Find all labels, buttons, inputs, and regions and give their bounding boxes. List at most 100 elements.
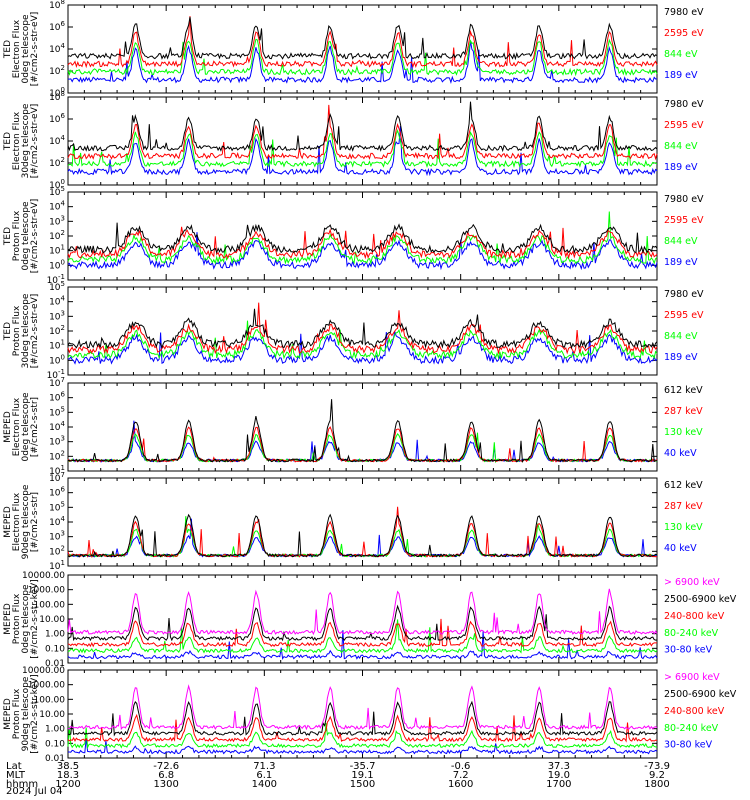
y-tick-label: 1000.00 [28,586,65,596]
y-tick-label: 0.10 [45,644,65,654]
y-tick-label: 103 [49,530,65,543]
y-tick-label: 103 [49,309,65,322]
series-trace [67,211,658,266]
y-tick-label: 102 [49,544,65,557]
time-tick-label: 1700 [546,779,571,790]
y-tick-label: 100 [49,258,65,271]
y-tick-label: 101 [49,559,65,572]
y-axis-label: TED [3,132,13,151]
y-axis-label: 30deg telescope [21,103,31,178]
legend-entry: 130 keV [664,522,703,533]
y-tick-label: 106 [49,112,65,125]
y-tick-label: 104 [49,515,65,528]
y-axis-label: 30deg telescope [21,293,31,368]
legend-entry: 40 keV [664,448,697,459]
legend-entry: 30-80 keV [664,740,713,751]
x-row-label: hhmm [6,779,38,790]
y-axis-label: [#/cm2-s-str-eV] [30,199,40,274]
series-trace [67,604,658,642]
mlt-value: 9.2 [649,770,665,781]
mlt-value: 7.2 [453,770,469,781]
y-axis-label: Electron Flux [12,111,22,170]
y-tick-label: 107 [49,471,65,484]
series-trace [67,104,658,161]
time-tick-label: 1600 [448,779,473,790]
series-trace [67,630,658,660]
legend-entry: 844 eV [664,236,698,247]
y-axis-label: [#/cm2-s-str-eV] [30,294,40,369]
series-trace [67,17,658,61]
time-tick-label: 1500 [350,779,375,790]
series-trace [67,684,658,731]
panel-meped-p-0: 0.01 0.10 1.00 10.00 100.00 1000.00 10000.00 ME… [3,571,737,669]
legend-entry: 2595 eV [664,310,704,321]
series-trace [67,302,658,355]
y-tick-label: 100.00 [34,600,66,610]
y-tick-label: 107 [49,376,65,389]
y-tick-label: 103 [49,214,65,227]
y-tick-label: 101 [49,339,65,352]
panel-frame [67,669,658,759]
y-tick-label: 10000.00 [22,571,65,581]
series-trace [68,738,658,755]
y-tick-label: 102 [49,229,65,242]
legend-entry: 7980 eV [664,7,704,18]
legend-entry: 189 eV [664,257,698,268]
series-trace [67,222,658,255]
y-axis-label: 90deg telescope [21,676,31,751]
y-tick-label: 10.00 [39,710,65,720]
panel-frame [67,96,658,186]
y-axis-label: TED [3,227,13,246]
legend-entry: 844 eV [664,331,698,342]
legend-entry: > 6900 keV [664,672,720,683]
lat-value: -73.9 [644,761,670,772]
y-axis-label: Proton Flux [12,210,22,261]
y-tick-label: 10.00 [39,615,65,625]
y-tick-label: 0.10 [45,739,65,749]
mlt-value: 19.1 [351,770,373,781]
legend-entry: 287 keV [664,501,703,512]
y-tick-label: 100 [49,86,65,99]
series-trace [67,713,658,743]
y-axis-label: Proton Flux [12,305,22,356]
series-trace [67,619,658,654]
mlt-value: 6.8 [158,770,174,781]
panel-ted-e-0: 100 102 104 106 108 TED Electron Flux 0deg tele… [3,0,704,99]
series-trace [67,426,658,463]
y-tick-label: 106 [49,391,65,404]
y-tick-label: 104 [49,134,65,147]
y-axis-label: 0deg telescope [21,201,31,271]
legend-entry: 240-800 keV [664,706,725,717]
panel-frame [67,382,658,472]
y-tick-label: 106 [49,20,65,33]
legend-entry: 189 eV [664,70,698,81]
legend-entry: 7980 eV [664,289,704,300]
x-row-label: Lat [6,761,22,772]
legend-entry: 2595 eV [664,215,704,226]
x-row-label: MLT [6,770,26,781]
y-axis-label: 90deg telescope [21,484,31,559]
y-axis-label: [#/cm2-s-str] [30,397,40,457]
y-tick-label: 105 [49,500,65,513]
lat-value: 37.3 [548,761,570,772]
series-trace [67,618,657,648]
series-trace [67,38,658,77]
y-tick-label: 102 [49,324,65,337]
y-axis-label: [#/cm2-s-str-eV] [30,104,40,179]
time-tick-label: 1200 [55,779,80,790]
y-tick-label: 108 [49,90,65,103]
y-axis-label: 0deg telescope [21,584,31,654]
legend-entry: 30-80 keV [664,645,713,656]
y-tick-label: 104 [49,200,65,213]
y-tick-label: 1.00 [45,630,65,640]
y-tick-label: 102 [49,449,65,462]
y-axis-label: MEPED [3,506,13,538]
series-trace [67,232,658,271]
y-tick-label: 104 [49,420,65,433]
y-tick-label: 10-1 [47,273,65,286]
y-axis-label: MEPED [3,411,13,443]
panel-meped-p-90: 0.01 0.10 1.00 10.00 100.00 1000.00 10000.00 ME… [3,666,737,764]
